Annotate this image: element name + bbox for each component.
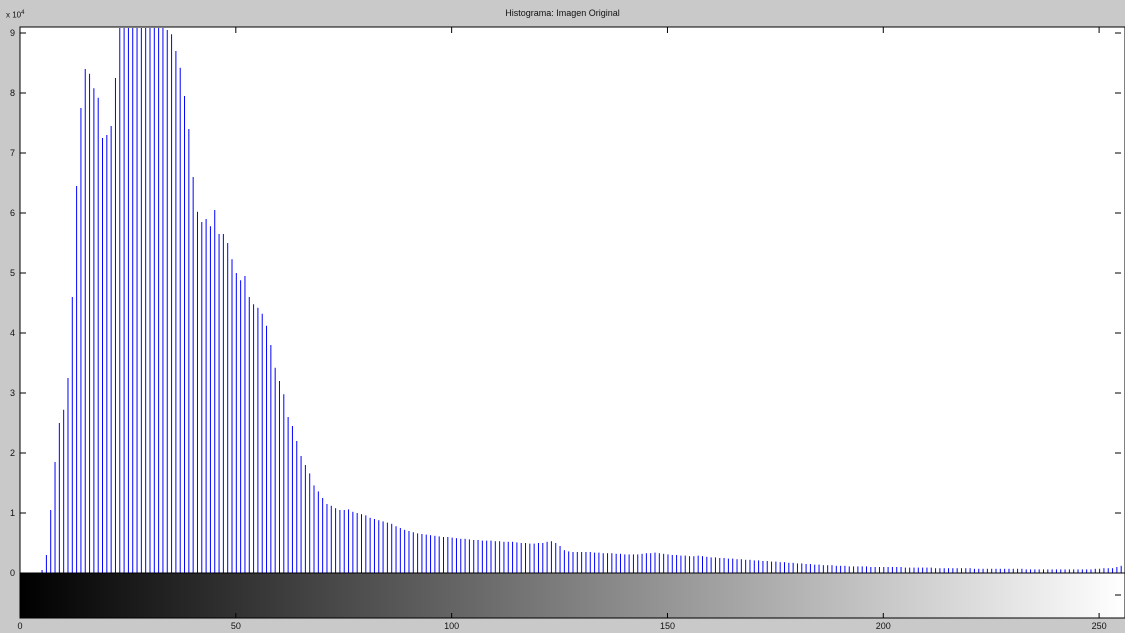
y-tick-label: 1 xyxy=(10,508,15,518)
x-tick-label: 0 xyxy=(17,621,22,631)
y-tick-label: 4 xyxy=(10,328,15,338)
y-tick-label: 8 xyxy=(10,88,15,98)
grayscale-colorbar xyxy=(19,572,1125,619)
y-axis-exponent: x 104 xyxy=(6,10,24,20)
x-axis-ticks: 0 50 100 150 200 250 xyxy=(17,27,1107,631)
y-exponent-prefix: x 10 xyxy=(6,10,22,20)
y-tick-label: 3 xyxy=(10,388,15,398)
y-tick-label: 7 xyxy=(10,148,15,158)
y-axis-ticks: 0 1 2 3 4 5 6 7 8 9 xyxy=(10,28,1121,596)
x-tick-label: 50 xyxy=(231,621,241,631)
y-tick-label: 6 xyxy=(10,208,15,218)
y-tick-label: 5 xyxy=(10,268,15,278)
y-tick-label: 0 xyxy=(10,568,15,578)
y-exponent-power: 4 xyxy=(21,10,25,16)
chart-title: Histograma: Imagen Original xyxy=(505,8,620,18)
y-tick-label: 9 xyxy=(10,28,15,38)
x-tick-label: 100 xyxy=(444,621,459,631)
x-tick-label: 150 xyxy=(660,621,675,631)
y-tick-label: 2 xyxy=(10,448,15,458)
x-tick-label: 250 xyxy=(1092,621,1107,631)
plot-area xyxy=(19,26,1125,574)
x-tick-label: 200 xyxy=(876,621,891,631)
bars-group xyxy=(41,28,1122,573)
